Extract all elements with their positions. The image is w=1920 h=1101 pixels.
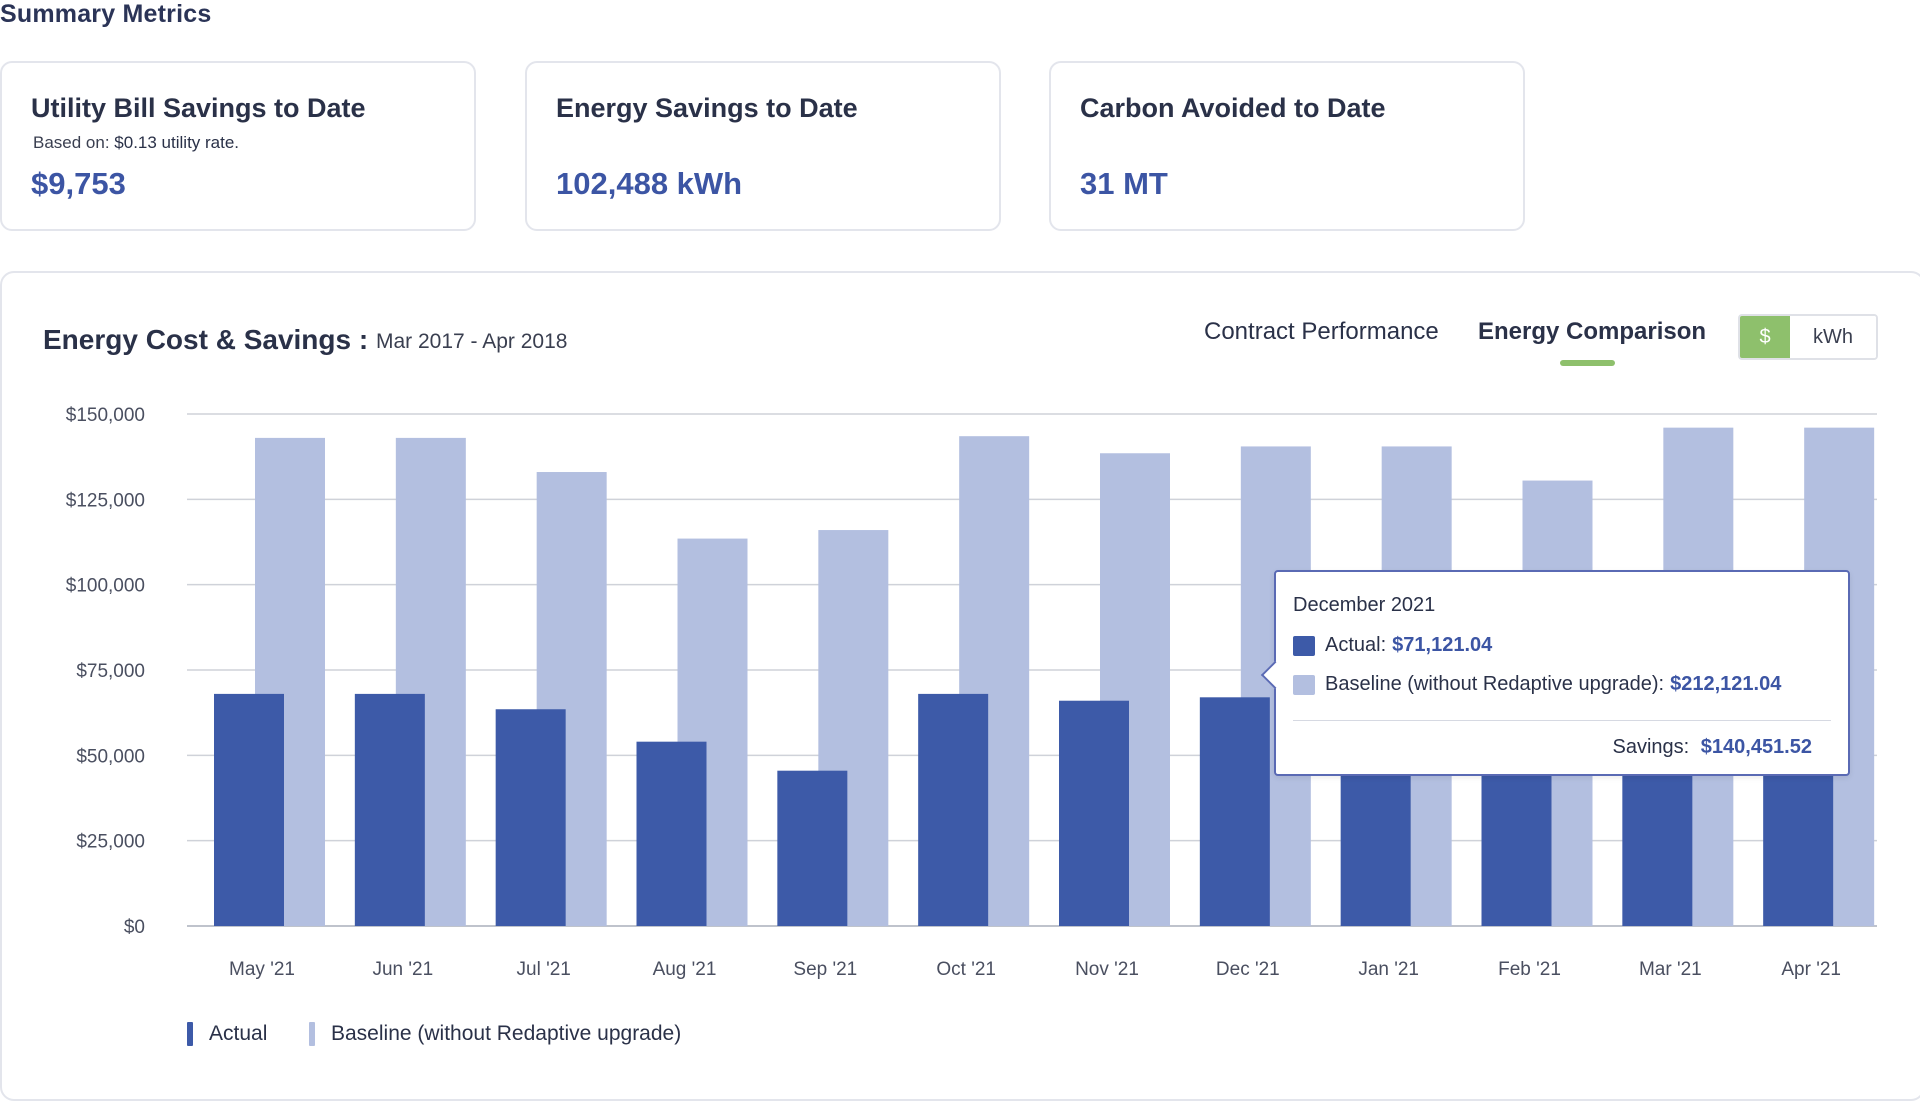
x-tick-label: Jul '21 [517, 959, 571, 980]
actual-bar [777, 770, 848, 926]
x-tick-label: Aug '21 [653, 959, 717, 980]
y-tick-label: $100,000 [66, 576, 145, 597]
tooltip-actual-value: $71,121.04 [1392, 634, 1493, 656]
tooltip-baseline-label: Baseline (without Redaptive upgrade): [1325, 673, 1665, 695]
tooltip-divider [1293, 720, 1831, 721]
tooltip-actual-row: Actual: $71,121.04 [1293, 634, 1492, 657]
actual-bar [214, 693, 284, 926]
summary-metrics-title: Summary Metrics [0, 0, 212, 28]
tooltip-savings-label: Savings: [1612, 736, 1690, 758]
utility-bill-savings-card: Utility Bill Savings to Date Based on: $… [0, 61, 476, 231]
actual-bar [636, 741, 707, 926]
legend-actual-label: Actual [209, 1022, 268, 1045]
chart-title: Energy Cost & Savings : [43, 324, 369, 355]
kwh-toggle-button[interactable]: kWh [1790, 316, 1876, 358]
x-tick-label: Mar '21 [1639, 959, 1702, 980]
utility-bill-savings-value: $9,753 [31, 166, 126, 201]
x-tick-label: Jan '21 [1358, 959, 1419, 980]
y-tick-label: $150,000 [66, 405, 145, 426]
actual-swatch [1293, 635, 1315, 656]
x-tick-label: Sep '21 [793, 959, 857, 980]
legend-actual-marker [187, 1022, 193, 1046]
baseline-swatch [1293, 674, 1315, 695]
y-tick-label: $0 [124, 917, 145, 938]
utility-rate-prefix: Based on: [33, 133, 110, 152]
x-tick-label: May '21 [229, 959, 295, 980]
utility-bill-savings-title: Utility Bill Savings to Date [31, 93, 366, 123]
legend-baseline-marker [309, 1022, 315, 1046]
legend-baseline-label: Baseline (without Redaptive upgrade) [331, 1022, 682, 1045]
actual-bar [1059, 700, 1129, 926]
energy-savings-card: Energy Savings to Date 102,488 kWh [525, 61, 1001, 231]
x-tick-label: Dec '21 [1216, 959, 1280, 980]
x-tick-label: Nov '21 [1075, 959, 1139, 980]
tooltip-actual-label: Actual: [1325, 634, 1387, 656]
actual-bar [1199, 697, 1270, 926]
y-tick-label: $25,000 [76, 832, 145, 853]
tooltip-title: December 2021 [1293, 594, 1436, 616]
actual-bar [354, 693, 425, 926]
tooltip-baseline-row: Baseline (without Redaptive upgrade): $2… [1293, 673, 1781, 696]
tooltip-baseline-value: $212,121.04 [1670, 673, 1782, 695]
active-tab-indicator [1560, 360, 1615, 366]
utility-rate-note: Based on: $0.13 utility rate. [33, 133, 239, 153]
x-tick-label: Oct '21 [936, 959, 996, 980]
carbon-avoided-title: Carbon Avoided to Date [1080, 93, 1386, 123]
chart-tooltip: December 2021 Actual: $71,121.04 Baselin… [1260, 570, 1850, 776]
energy-savings-value: 102,488 kWh [556, 166, 743, 201]
y-tick-label: $75,000 [76, 661, 145, 682]
tab-energy-comparison[interactable]: Energy Comparison [1478, 318, 1707, 345]
tooltip-savings: Savings: $140,451.52 [1612, 736, 1812, 759]
tab-contract-performance[interactable]: Contract Performance [1204, 318, 1439, 345]
actual-bar [495, 709, 566, 926]
legend-actual[interactable]: Actual [187, 1022, 267, 1046]
chart-date-range: Mar 2017 - Apr 2018 [376, 330, 568, 353]
legend-baseline[interactable]: Baseline (without Redaptive upgrade) [309, 1022, 681, 1046]
unit-toggle: $ kWh [1738, 314, 1878, 360]
utility-rate-value: $0.13 utility rate. [114, 133, 240, 152]
carbon-avoided-value: 31 MT [1080, 166, 1168, 201]
y-tick-label: $125,000 [66, 490, 145, 511]
tooltip-savings-value: $140,451.52 [1700, 736, 1812, 758]
energy-savings-title: Energy Savings to Date [556, 93, 858, 123]
actual-bar [918, 693, 989, 926]
x-tick-label: Jun '21 [372, 959, 433, 980]
x-tick-label: Apr '21 [1781, 959, 1841, 980]
dollar-toggle-button[interactable]: $ [1740, 316, 1790, 358]
y-tick-label: $50,000 [76, 746, 145, 767]
carbon-avoided-card: Carbon Avoided to Date 31 MT [1049, 61, 1525, 231]
x-tick-label: Feb '21 [1498, 959, 1561, 980]
